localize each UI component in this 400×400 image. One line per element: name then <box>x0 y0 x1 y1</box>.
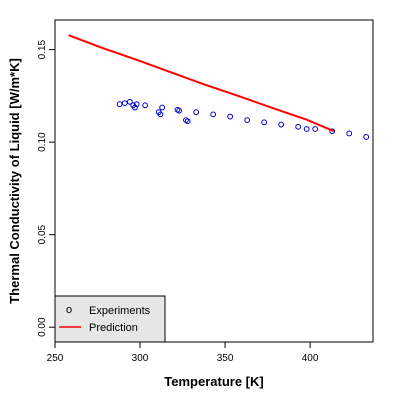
experiment-point <box>278 121 285 128</box>
legend-box <box>54 295 166 343</box>
prediction-line <box>68 34 335 133</box>
legend: o Experiments Prediction <box>54 295 166 343</box>
experiment-point <box>159 104 166 111</box>
experiment-point <box>133 101 140 108</box>
experiment-point <box>126 98 133 105</box>
experiment-point <box>132 104 138 111</box>
experiment-point <box>295 123 302 130</box>
experiment-point <box>261 119 268 126</box>
plot-frame <box>54 19 374 343</box>
y-axis: 0.00 0.05 0.10 0.15 <box>37 39 55 337</box>
y-tick-label: 0.00 <box>37 317 48 337</box>
x-tick-label: 400 <box>302 353 319 364</box>
x-axis-title: Temperature [K] <box>164 374 263 389</box>
experiment-point <box>346 130 353 137</box>
x-tick-label: 350 <box>217 353 234 364</box>
experiment-point <box>329 128 336 135</box>
experiment-point <box>184 118 191 125</box>
plot-area <box>68 34 370 140</box>
experiment-point <box>142 102 149 109</box>
experiment-point <box>121 100 128 106</box>
x-tick-label: 250 <box>47 353 64 364</box>
experiment-point <box>244 117 251 124</box>
experiment-point <box>176 107 183 114</box>
experiment-point <box>303 126 310 132</box>
x-tick-label: 300 <box>132 353 149 364</box>
experiment-point <box>227 113 234 120</box>
y-tick-label: 0.15 <box>37 39 48 59</box>
x-axis: 250 300 350 400 <box>47 342 319 364</box>
experiment-point <box>116 101 123 108</box>
experiment-point <box>210 111 217 118</box>
y-tick-label: 0.05 <box>37 224 48 244</box>
legend-label-prediction: Prediction <box>89 322 138 334</box>
experiment-point <box>312 126 319 132</box>
experiment-point <box>193 109 200 116</box>
y-axis-title: Thermal Conductivity of Liquid [W/m*K] <box>7 58 22 304</box>
experiment-point <box>363 134 370 140</box>
legend-symbol-experiments: o <box>66 304 72 316</box>
y-tick-label: 0.10 <box>37 132 48 152</box>
legend-label-experiments: Experiments <box>89 305 151 317</box>
experiment-point <box>157 111 164 118</box>
